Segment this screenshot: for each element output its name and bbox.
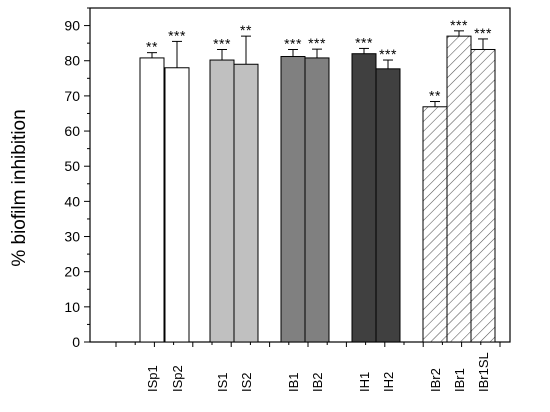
bar	[233, 63, 259, 343]
significance-label: **	[429, 88, 441, 104]
bar	[304, 57, 330, 343]
y-tick-label: 0	[72, 334, 80, 350]
y-tick-label: 90	[64, 18, 80, 34]
significance-label: ***	[284, 35, 302, 51]
category-label: IB1	[286, 372, 301, 392]
bar	[446, 35, 472, 343]
category-label: IB2	[310, 372, 325, 392]
category-label: IS1	[215, 372, 230, 392]
significance-label: ***	[379, 46, 397, 62]
y-tick-label: 80	[64, 53, 80, 69]
category-label: IBr2	[428, 368, 443, 392]
significance-label: **	[146, 39, 158, 55]
significance-label: ***	[168, 27, 186, 43]
y-tick-label: 10	[64, 299, 80, 315]
y-tick-label: 70	[64, 88, 80, 104]
significance-label: ***	[308, 35, 326, 51]
category-label: IH2	[381, 372, 396, 392]
bar	[280, 56, 306, 343]
y-tick-label: 20	[64, 264, 80, 280]
category-label: ISp2	[170, 365, 185, 392]
significance-label: ***	[355, 34, 373, 50]
bar	[351, 53, 377, 343]
y-tick-label: 30	[64, 229, 80, 245]
category-label: IH1	[357, 372, 372, 392]
y-tick-label: 40	[64, 193, 80, 209]
significance-label: ***	[474, 25, 492, 41]
bar	[139, 57, 165, 343]
category-label: IBr1	[452, 368, 467, 392]
bar	[375, 68, 401, 343]
category-label: IS2	[239, 372, 254, 392]
y-tick-label: 60	[64, 123, 80, 139]
bar	[422, 106, 448, 343]
bar	[470, 48, 496, 343]
category-label: ISp1	[145, 365, 160, 392]
significance-label: ***	[213, 35, 231, 51]
category-label: IBr1SL	[476, 352, 491, 392]
y-tick-label: 50	[64, 158, 80, 174]
significance-label: ***	[450, 17, 468, 33]
y-axis-label: % biofilm inhibition	[9, 109, 30, 266]
bar	[164, 67, 190, 343]
bar	[209, 59, 235, 343]
significance-label: **	[240, 22, 252, 38]
